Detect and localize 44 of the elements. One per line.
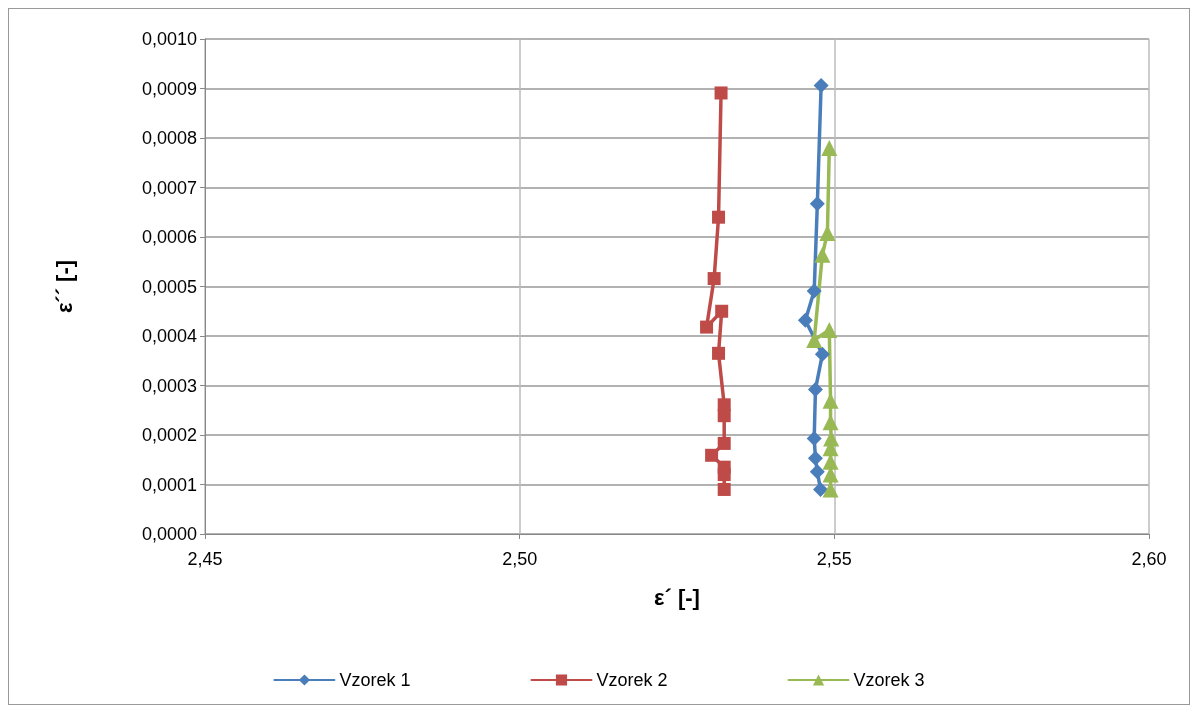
- legend-label: Vzorek 1: [339, 670, 411, 690]
- point: [707, 272, 721, 286]
- point: [807, 450, 823, 466]
- point: [712, 210, 726, 224]
- point: [807, 381, 823, 397]
- point: [809, 464, 825, 480]
- y-tick-label: 0,0009: [141, 78, 197, 99]
- y-tick-label: 0,0003: [141, 375, 197, 396]
- point: [821, 139, 838, 156]
- x-tick-label: 2,55: [816, 549, 852, 569]
- point: [814, 246, 831, 263]
- point: [717, 468, 731, 482]
- y-tick-label: 0,0001: [141, 474, 197, 495]
- y-axis-title: ε´´ [-]: [51, 259, 77, 314]
- point: [712, 346, 726, 360]
- x-tick-label: 2,50: [502, 549, 538, 569]
- y-tick-label: 0,0007: [141, 177, 197, 198]
- point: [809, 196, 825, 212]
- legend-label: Vzorek 2: [596, 670, 668, 690]
- point: [806, 430, 822, 446]
- point: [714, 86, 728, 100]
- y-tick-label: 0,0005: [141, 276, 197, 297]
- point: [717, 409, 731, 423]
- x-axis-title: ε´ [-]: [654, 584, 700, 610]
- point: [813, 78, 829, 94]
- y-tick-label: 0,0002: [141, 425, 197, 445]
- point: [797, 312, 813, 328]
- point: [717, 482, 731, 496]
- y-tick-label: 0,0008: [141, 128, 197, 148]
- point: [806, 283, 822, 299]
- y-tick-label: 0,0010: [141, 29, 197, 49]
- point: [812, 481, 828, 497]
- y-tick-label: 0,0006: [141, 227, 197, 247]
- x-tick-label: 2,60: [1131, 549, 1167, 569]
- y-tick-label: 0,0004: [141, 326, 197, 346]
- x-tick-label: 2,45: [187, 549, 223, 569]
- point: [715, 304, 729, 318]
- point: [700, 320, 714, 334]
- y-tick-label: 0,0000: [141, 524, 197, 544]
- point: [717, 436, 731, 450]
- point: [814, 346, 830, 362]
- point: [821, 322, 838, 339]
- legend-label: Vzorek 3: [853, 670, 925, 690]
- point: [705, 448, 719, 462]
